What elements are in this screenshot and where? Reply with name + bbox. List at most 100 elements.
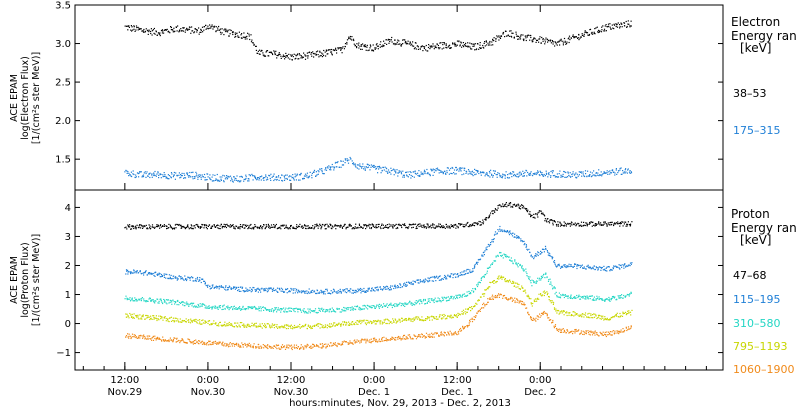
proton-point-s0 [255,225,257,227]
proton-point-s1 [467,268,469,271]
proton-point-s0 [343,224,345,226]
proton-point-s3 [243,323,245,325]
proton-point-s2 [349,309,352,311]
proton-point-s3 [144,318,146,320]
proton-point-s2 [442,299,444,302]
proton-point-s0 [284,227,286,229]
proton-point-s3 [451,317,453,319]
electron-point-s0 [442,42,444,44]
proton-point-s0 [223,226,225,228]
proton-point-s2 [549,283,551,285]
proton-point-s1 [476,261,478,263]
electron-point-s1 [447,167,449,169]
proton-point-s2 [585,298,587,300]
electron-point-s1 [448,169,451,171]
proton-point-s3 [309,326,311,328]
proton-point-s0 [353,228,355,230]
proton-point-s2 [229,307,231,309]
electron-point-s0 [601,29,603,31]
proton-point-s2 [363,304,365,306]
proton-point-s3 [150,315,152,317]
proton-point-s0 [398,223,400,225]
electron-point-s1 [619,167,621,170]
proton-point-s0 [528,213,530,215]
proton-point-s1 [474,266,476,268]
proton-point-s3 [248,324,250,326]
proton-point-s0 [435,226,437,228]
electron-point-s0 [583,33,585,35]
proton-point-s0 [546,221,548,223]
proton-point-s2 [367,305,369,307]
proton-point-s0 [626,225,628,227]
proton-point-s0 [484,218,486,220]
proton-point-s1 [271,288,273,291]
electron-point-s0 [257,50,259,52]
electron-point-s0 [555,41,557,44]
proton-point-s1 [340,292,342,294]
electron-point-s0 [150,30,152,33]
electron-point-s1 [212,174,214,176]
proton-point-s3 [453,314,456,316]
proton-point-s3 [518,288,520,290]
proton-point-s1 [131,272,133,274]
proton-point-s2 [276,309,278,311]
electron-ytick-label: 3.0 [55,39,71,50]
electron-point-s0 [535,41,537,43]
proton-point-s1 [445,278,447,280]
proton-point-s2 [433,301,435,304]
proton-point-s1 [240,286,242,288]
proton-point-s0 [314,224,316,226]
proton-point-s0 [132,225,134,227]
proton-point-s1 [556,265,558,267]
proton-point-s3 [133,313,135,315]
electron-point-s0 [312,53,314,55]
proton-point-s1 [358,288,360,290]
proton-point-s0 [538,210,540,212]
proton-point-s1 [169,276,171,278]
proton-point-s2 [622,297,624,299]
proton-point-s3 [444,318,446,320]
electron-point-s0 [580,36,582,38]
electron-point-s1 [620,167,622,169]
electron-point-s1 [554,174,556,177]
electron-point-s1 [451,166,453,169]
proton-point-s4 [150,338,152,340]
proton-point-s3 [386,322,388,325]
electron-point-s0 [484,41,486,43]
electron-point-s0 [627,23,629,25]
electron-point-s0 [260,50,262,52]
proton-point-s0 [595,224,597,226]
proton-point-s2 [608,299,610,301]
proton-point-s2 [560,294,562,296]
proton-point-s2 [232,306,234,308]
electron-point-s1 [550,170,552,173]
proton-point-s0 [431,224,434,226]
proton-point-s1 [424,278,426,280]
electron-point-s0 [500,35,503,37]
proton-point-s2 [309,312,311,314]
proton-point-s1 [613,265,615,267]
proton-point-s3 [465,313,467,315]
electron-point-s1 [210,179,212,181]
electron-point-s0 [323,49,325,52]
proton-point-s3 [616,315,618,317]
proton-point-s1 [567,265,569,267]
proton-point-s1 [567,266,569,268]
proton-point-s3 [487,288,489,290]
proton-point-s1 [227,289,229,291]
proton-point-s2 [143,298,145,300]
proton-point-s3 [244,324,246,326]
proton-point-s0 [587,223,589,225]
proton-point-s0 [259,226,261,228]
electron-point-s0 [235,35,237,38]
proton-point-s0 [232,224,234,226]
electron-point-s0 [266,50,268,52]
proton-point-s1 [440,279,442,281]
electron-point-s1 [133,173,135,176]
proton-point-s2 [463,293,466,295]
proton-point-s2 [559,297,562,299]
proton-point-s2 [424,298,426,301]
proton-point-s0 [151,226,153,228]
electron-point-s0 [266,50,269,52]
proton-point-s3 [280,326,282,328]
